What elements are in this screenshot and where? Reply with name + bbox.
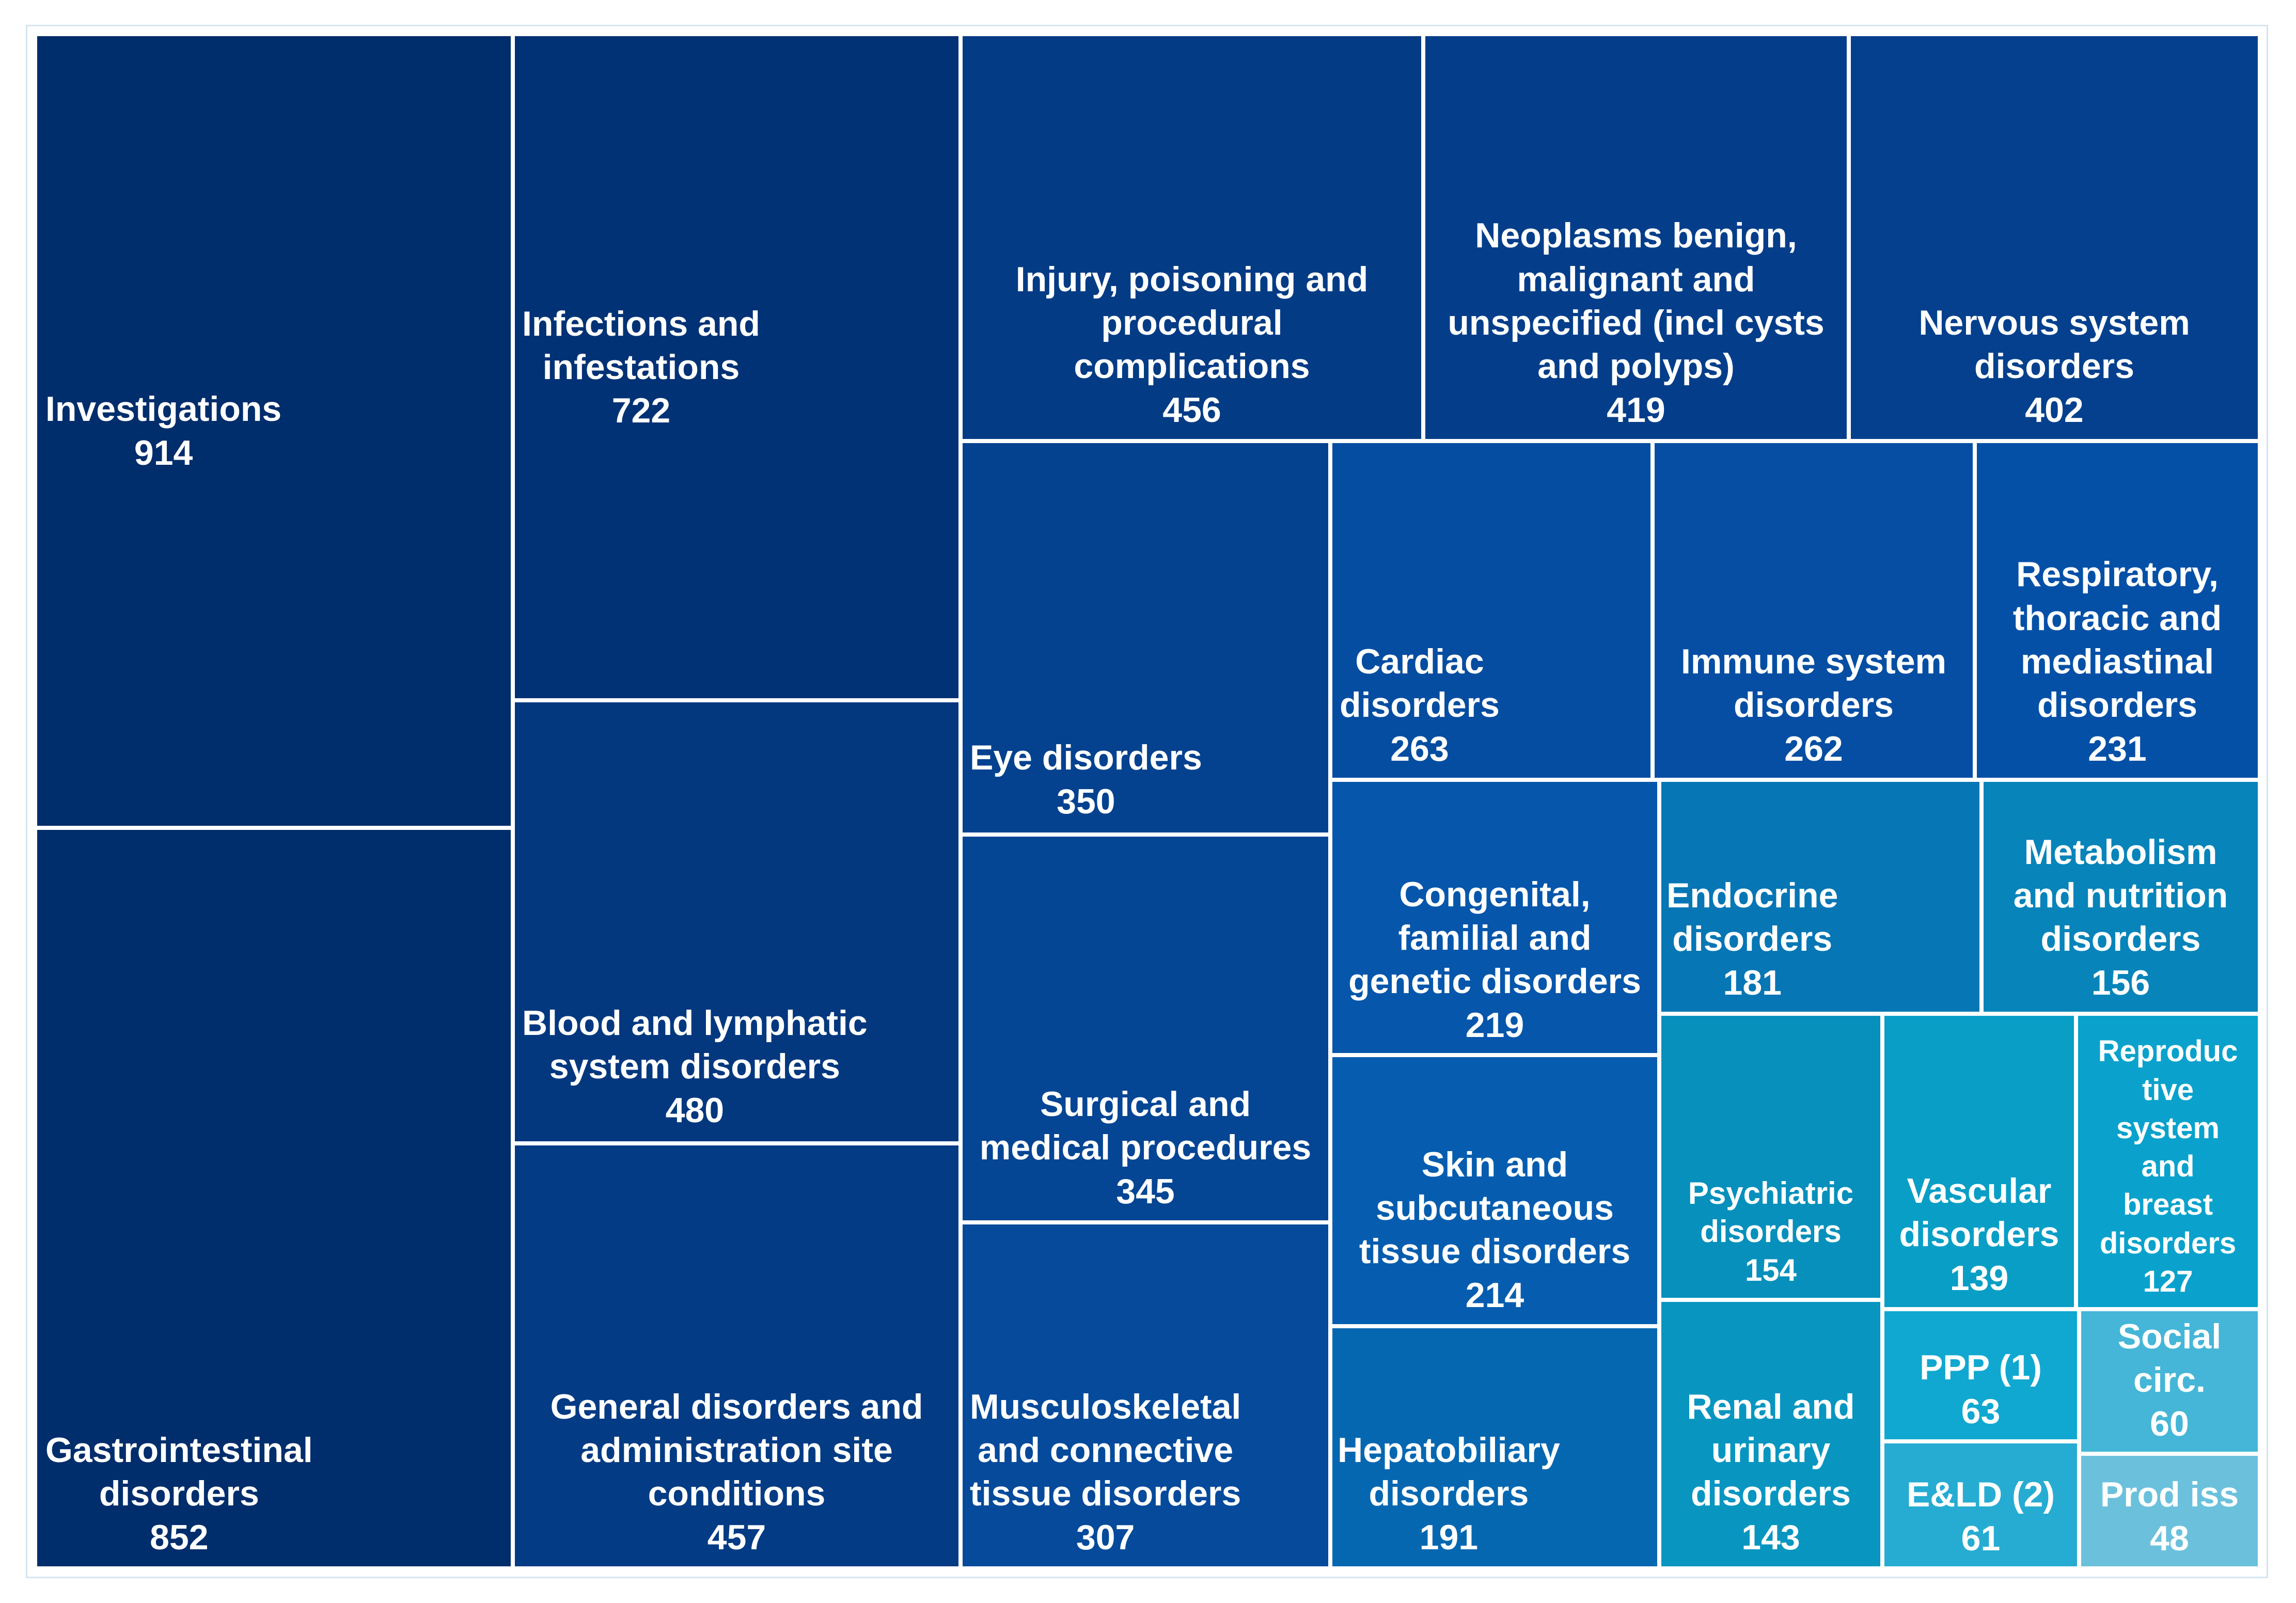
- treemap-label: Gastrointestinal disorders: [45, 1431, 313, 1514]
- treemap-value: 60: [2150, 1404, 2189, 1443]
- treemap-value: 154: [1744, 1252, 1797, 1287]
- treemap-value: 127: [2143, 1264, 2193, 1298]
- treemap-value: 350: [1057, 781, 1115, 821]
- treemap-value: 419: [1607, 390, 1665, 430]
- treemap-value: 231: [2088, 729, 2147, 768]
- treemap-cell-general-disorders: General disorders and administration sit…: [513, 1143, 961, 1568]
- treemap-cell-investigations: Investigations 914: [35, 34, 513, 828]
- treemap-label: Investigations: [45, 389, 282, 429]
- treemap-label: Cardiac disorders: [1340, 642, 1500, 725]
- treemap-cell-gastrointestinal: Gastrointestinal disorders 852: [35, 828, 513, 1568]
- treemap-cell-injury-poisoning: Injury, poisoning and procedural complic…: [961, 34, 1423, 441]
- treemap-value: 914: [134, 433, 193, 473]
- treemap-label: Respiratory, thoracic and mediastinal di…: [2012, 555, 2222, 725]
- treemap-value: 480: [665, 1090, 725, 1130]
- treemap-value: 345: [1116, 1171, 1175, 1211]
- treemap-value: 139: [1949, 1258, 2009, 1298]
- treemap-value: 402: [2025, 390, 2084, 430]
- treemap-label: Endocrine disorders: [1666, 876, 1838, 959]
- treemap-chart: Investigations 914 Gastrointestinal disor…: [35, 34, 2260, 1568]
- treemap-value: 307: [1076, 1517, 1135, 1557]
- treemap-value: 191: [1419, 1517, 1479, 1557]
- treemap-cell-neoplasms: Neoplasms benign, malignant and unspecif…: [1423, 34, 1849, 441]
- chart-frame: [26, 25, 2268, 1578]
- treemap-label: General disorders and administration sit…: [550, 1387, 923, 1514]
- treemap-label: Metabolism and nutrition disorders: [2013, 832, 2228, 959]
- treemap-label: Prod iss: [2100, 1475, 2239, 1515]
- treemap-value: 181: [1723, 963, 1782, 1002]
- treemap-cell-ppp: PPP (1) 63: [1882, 1309, 2079, 1441]
- treemap-cell-musculoskeletal: Musculoskeletal and connective tissue di…: [961, 1222, 1330, 1568]
- treemap-cell-nervous-system: Nervous system disorders 402: [1849, 34, 2260, 441]
- treemap-label: PPP (1): [1920, 1348, 2042, 1388]
- treemap-value: 156: [2091, 963, 2150, 1002]
- treemap-value: 214: [1465, 1275, 1524, 1315]
- treemap-value: 262: [1784, 729, 1843, 768]
- treemap-label: Neoplasms benign, malignant and unspecif…: [1448, 216, 1825, 386]
- treemap-cell-hepatobiliary: Hepatobiliary disorders 191: [1330, 1326, 1659, 1568]
- treemap-label: Immune system disorders: [1681, 642, 1946, 725]
- treemap-label: Blood and lymphatic system disorders: [522, 1003, 868, 1087]
- treemap-value: 61: [1961, 1518, 2001, 1558]
- treemap-cell-eld: E&LD (2) 61: [1882, 1441, 2079, 1568]
- treemap-label: Musculoskeletal and connective tissue di…: [970, 1387, 1241, 1514]
- treemap-value: 457: [707, 1517, 766, 1557]
- treemap-cell-psychiatric: Psychiatric disorders 154: [1659, 1014, 1882, 1300]
- treemap-cell-cardiac: Cardiac disorders 263: [1330, 441, 1653, 780]
- treemap-value: 852: [150, 1517, 209, 1557]
- treemap-label: Psychiatric disorders: [1688, 1175, 1854, 1249]
- treemap-cell-renal-urinary: Renal and urinary disorders 143: [1659, 1300, 1882, 1568]
- treemap-cell-eye-disorders: Eye disorders 350: [961, 441, 1330, 835]
- treemap-label: E&LD (2): [1906, 1475, 2055, 1515]
- treemap-value: 219: [1465, 1005, 1524, 1045]
- treemap-label: Vascular disorders: [1899, 1171, 2059, 1254]
- treemap-label: Congenital, familial and genetic disorde…: [1348, 874, 1641, 1001]
- treemap-value: 143: [1741, 1517, 1800, 1557]
- treemap-value: 722: [611, 391, 671, 431]
- treemap-label: Reproduc tive system and breast disorder…: [2098, 1034, 2238, 1260]
- treemap-label: Social circ.: [2117, 1317, 2222, 1400]
- treemap-value: 63: [1961, 1391, 2001, 1431]
- treemap-cell-skin-subcutaneous: Skin and subcutaneous tissue disorders 21…: [1330, 1055, 1659, 1326]
- treemap-cell-metabolism: Metabolism and nutrition disorders 156: [1982, 780, 2260, 1014]
- treemap-label: Injury, poisoning and procedural complic…: [1015, 259, 1369, 386]
- treemap-cell-reproductive: Reproduc tive system and breast disorder…: [2076, 1014, 2260, 1309]
- treemap-cell-social-circ: Social circ. 60: [2079, 1309, 2260, 1454]
- treemap-cell-vascular: Vascular disorders 139: [1882, 1014, 2076, 1309]
- treemap-value: 48: [2150, 1518, 2189, 1558]
- treemap-value: 263: [1390, 729, 1449, 768]
- treemap-label: Eye disorders: [970, 738, 1202, 778]
- treemap-label: Skin and subcutaneous tissue disorders: [1359, 1144, 1631, 1271]
- treemap-cell-prod-iss: Prod iss 48: [2079, 1454, 2260, 1568]
- treemap-cell-congenital: Congenital, familial and genetic disorde…: [1330, 780, 1659, 1055]
- treemap-label: Hepatobiliary disorders: [1338, 1431, 1560, 1514]
- treemap-label: Surgical and medical procedures: [979, 1085, 1312, 1168]
- treemap-label: Nervous system disorders: [1918, 303, 2190, 386]
- treemap-cell-immune-system: Immune system disorders 262: [1653, 441, 1975, 780]
- treemap-cell-blood-lymphatic: Blood and lymphatic system disorders 480: [513, 700, 961, 1143]
- treemap-cell-endocrine: Endocrine disorders 181: [1659, 780, 1982, 1014]
- treemap-label: Renal and urinary disorders: [1687, 1387, 1855, 1514]
- treemap-label: Infections and infestations: [522, 304, 760, 387]
- treemap-value: 456: [1162, 390, 1221, 430]
- treemap-cell-infections: Infections and infestations 722: [513, 34, 961, 700]
- treemap-cell-respiratory: Respiratory, thoracic and mediastinal di…: [1975, 441, 2260, 780]
- treemap-cell-surgical-medical: Surgical and medical procedures 345: [961, 835, 1330, 1222]
